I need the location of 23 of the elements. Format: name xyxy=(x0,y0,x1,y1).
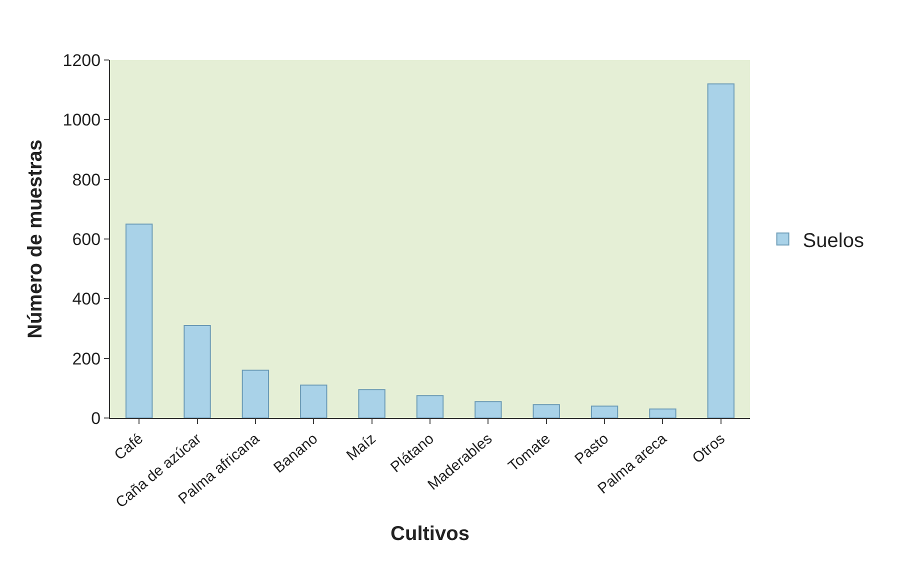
y-tick-label: 800 xyxy=(72,170,101,190)
bar xyxy=(300,384,328,418)
x-tick-label: Café xyxy=(111,430,146,464)
bar xyxy=(590,406,618,418)
x-axis-title: Cultivos xyxy=(390,522,470,545)
bar xyxy=(242,370,270,418)
y-axis-title: Número de muestras xyxy=(24,140,46,338)
x-tick-label: Maíz xyxy=(343,430,380,464)
bar xyxy=(126,224,153,418)
bar xyxy=(707,83,734,418)
y-tick-label: 600 xyxy=(72,230,101,249)
bar xyxy=(184,325,211,418)
y-tick-label: 400 xyxy=(72,290,101,309)
bar xyxy=(416,395,444,418)
y-tick-label: 1000 xyxy=(62,110,101,130)
y-tick-label: 200 xyxy=(72,349,101,368)
legend-label: Suelos xyxy=(802,230,864,252)
bar xyxy=(532,404,560,418)
y-tick-label: 0 xyxy=(91,408,101,428)
y-tick-label: 1200 xyxy=(62,50,101,70)
bar xyxy=(649,408,676,418)
bar xyxy=(474,401,502,418)
bar xyxy=(358,389,386,418)
